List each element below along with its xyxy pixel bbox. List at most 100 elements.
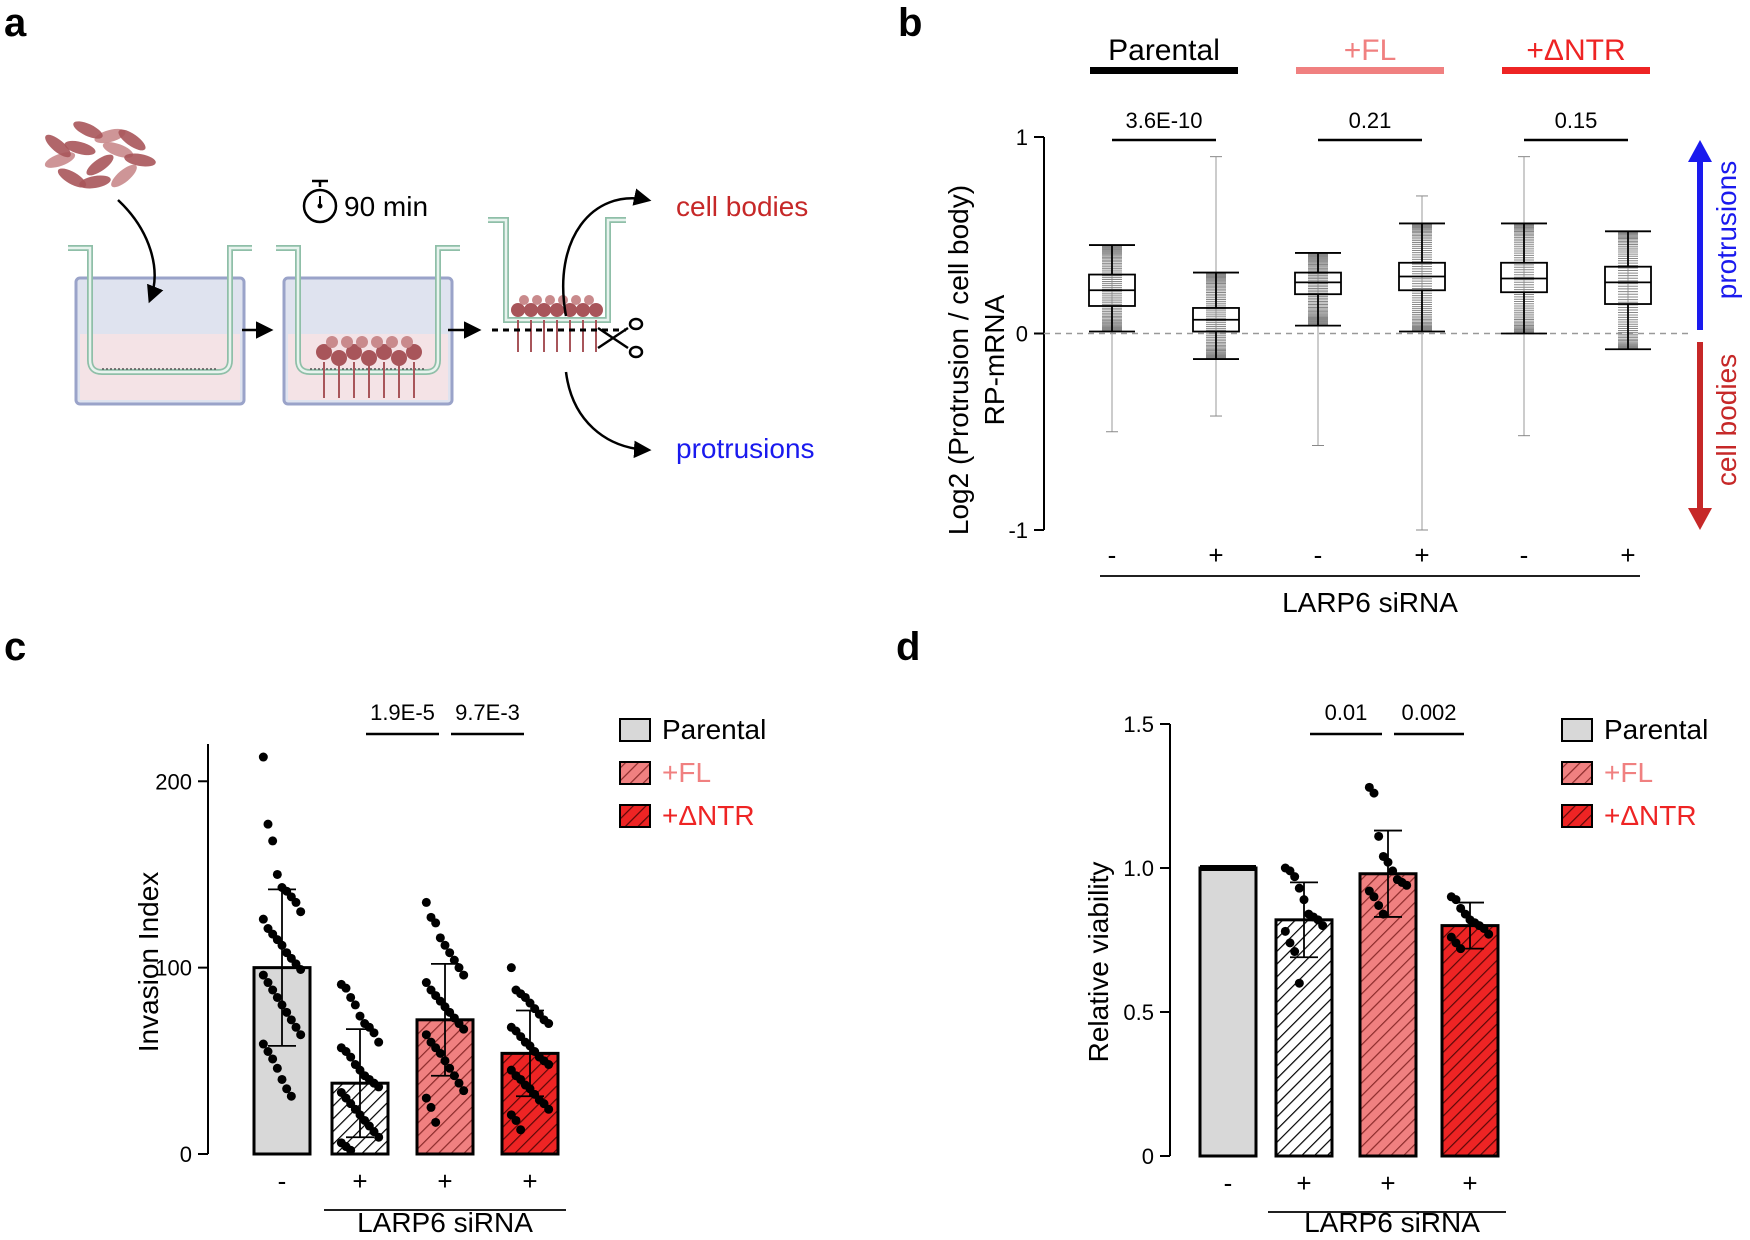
panel-a-letter: a	[4, 1, 27, 45]
x-tick-label: +	[352, 1166, 367, 1196]
panel-b-letter: b	[898, 1, 922, 45]
legend-label: +FL	[1604, 757, 1653, 788]
cell-body	[376, 344, 392, 360]
incubation-time: 90 min	[344, 191, 428, 222]
side-label-protrusions: protrusions	[1711, 161, 1742, 300]
down-arrow-head-icon	[1688, 508, 1712, 530]
data-point	[282, 1084, 292, 1094]
cell-body	[316, 344, 332, 360]
data-point	[258, 970, 268, 980]
x-tick-label: -	[1224, 1168, 1233, 1198]
panel-b-ylabel-line2: RP-mRNA	[979, 294, 1010, 425]
cell-shape	[118, 129, 146, 151]
panel-b-ylabel-line1: Log2 (Protrusion / cell body)	[943, 185, 974, 535]
panel-b-box	[1398, 195, 1446, 531]
bar-group	[1198, 865, 1258, 1158]
legend-swatch	[1561, 804, 1593, 828]
y-tick-label: 100	[155, 956, 192, 981]
scissors-icon	[597, 317, 644, 359]
data-point	[355, 1011, 365, 1021]
pvalue: 0.002	[1401, 700, 1456, 725]
panel-d: d Relative viability LARP6 siRNA 00.51.0…	[896, 625, 1708, 1238]
y-tick-label: 0	[1142, 1144, 1154, 1169]
data-point	[440, 1056, 450, 1066]
data-point	[426, 1102, 436, 1112]
data-point	[1456, 944, 1466, 954]
panel-b-x-tick-label: +	[1414, 540, 1429, 570]
panel-b-group-bar	[1502, 67, 1650, 74]
data-point	[374, 1037, 384, 1047]
panel-b-y-tick-label: -1	[1008, 518, 1028, 543]
data-point	[421, 1093, 431, 1103]
cell-shape	[124, 153, 156, 167]
data-point	[350, 1000, 360, 1010]
data-point	[516, 1125, 526, 1135]
data-point	[346, 1052, 356, 1062]
data-point	[296, 965, 306, 974]
y-tick-label: 200	[155, 769, 192, 794]
panel-b-group-label: Parental	[1108, 34, 1220, 67]
x-tick-label: +	[1380, 1168, 1395, 1198]
data-point	[421, 978, 431, 988]
x-tick-label: +	[1462, 1168, 1477, 1198]
data-point	[272, 992, 282, 1002]
panel-b-pvalue: 0.21	[1349, 108, 1392, 133]
cell-body	[545, 295, 555, 305]
data-point	[421, 897, 431, 907]
panel-b-iqr-box	[1604, 265, 1652, 305]
y-tick-label: 0.5	[1123, 1000, 1154, 1025]
cell-shape	[102, 142, 134, 158]
data-point	[268, 1054, 278, 1064]
bar-group	[252, 752, 312, 1156]
cell-shape	[64, 140, 96, 156]
cell-body	[589, 303, 603, 317]
data-point	[341, 983, 351, 993]
cell-body	[406, 344, 422, 360]
data-point	[449, 955, 459, 965]
legend-swatch	[1561, 718, 1593, 742]
legend-label: Parental	[1604, 714, 1708, 745]
data-point	[454, 963, 464, 973]
data-point	[459, 1024, 469, 1034]
panel-b-xlabel: LARP6 siRNA	[1282, 587, 1458, 618]
data-point	[282, 1007, 292, 1017]
cell-body	[532, 295, 542, 305]
data-point	[286, 1091, 296, 1101]
cell-body	[537, 303, 551, 317]
data-point	[286, 1015, 296, 1025]
x-tick-label: +	[437, 1166, 452, 1196]
cell-body	[371, 336, 383, 348]
panel-b-group-label: +FL	[1344, 34, 1397, 67]
cell-shape	[111, 164, 137, 188]
data-point	[506, 963, 516, 973]
panel-b-pvalue: 0.15	[1555, 108, 1598, 133]
data-point	[1451, 895, 1461, 905]
panel-b-x-tick-label: -	[1520, 540, 1529, 570]
panel-c-ylabel: Invasion Index	[133, 872, 164, 1053]
data-point	[1484, 929, 1494, 939]
panel-b-y-tick-label: 1	[1016, 125, 1028, 150]
data-point	[277, 1074, 287, 1084]
well-2-icon	[276, 245, 460, 406]
cell-body	[331, 350, 347, 366]
cell-body	[550, 303, 564, 317]
panel-a: a 90 min cell bodies protrusions	[4, 1, 815, 464]
x-tick-label: +	[522, 1166, 537, 1196]
legend-swatch	[619, 804, 651, 828]
bar-group	[1274, 863, 1334, 1158]
data-point	[421, 1030, 431, 1040]
data-point	[263, 1047, 273, 1056]
data-point	[544, 1104, 554, 1114]
data-point	[1369, 788, 1379, 798]
cell-body	[346, 344, 362, 360]
cell-shape	[73, 121, 103, 139]
legend-swatch	[619, 718, 651, 742]
panel-b: b Log2 (Protrusion / cell body) RP-mRNA …	[898, 1, 1742, 618]
stopwatch-icon	[302, 179, 338, 224]
cell-body	[571, 295, 581, 305]
panel-b-x-tick-label: -	[1314, 540, 1323, 570]
data-point	[544, 1060, 554, 1070]
data-point	[346, 1145, 356, 1155]
legend-swatch	[1561, 761, 1593, 785]
panel-b-box	[1294, 252, 1342, 447]
